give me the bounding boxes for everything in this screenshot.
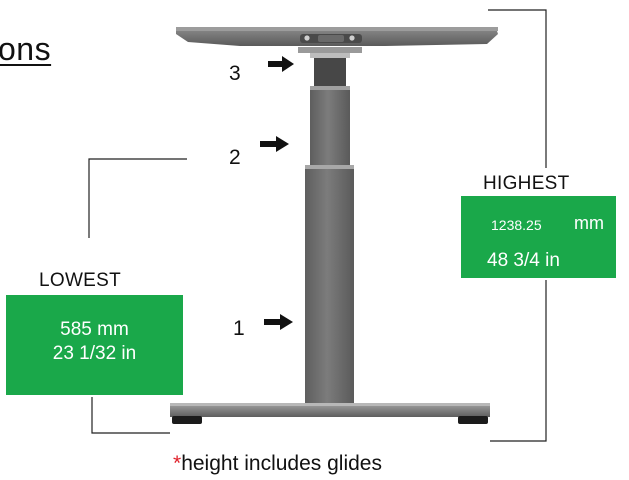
footnote-asterisk: * <box>173 452 182 475</box>
lowest-mm-line: 585 mm <box>6 318 183 342</box>
column-collar-3 <box>310 53 350 58</box>
highest-mm-unit: mm <box>574 213 604 233</box>
lowest-mm-unit: mm <box>97 319 129 340</box>
foot-base <box>170 403 490 424</box>
lowest-in-value: 23 1/32 in <box>52 343 137 364</box>
lowest-title: LOWEST <box>39 270 122 291</box>
arrow-1 <box>264 314 293 330</box>
highest-in-value: 48 3/4 in <box>487 250 560 271</box>
page-heading-fragment: ons <box>0 31 52 67</box>
highest-mm-value: 1238.25 <box>491 217 542 233</box>
column-stage-2 <box>310 88 350 166</box>
marker-label-2: 2 <box>229 146 241 169</box>
marker-label-1: 1 <box>233 317 245 340</box>
lowest-mm-value: 585 <box>60 319 92 340</box>
marker-label-3: 3 <box>229 62 241 85</box>
highest-value-box: 1238.25 mm 48 3/4 in <box>461 196 616 278</box>
column-stage-1 <box>305 166 354 406</box>
highest-bracket <box>488 9 547 442</box>
lowest-bracket <box>88 158 187 434</box>
lowest-value-box: 585 mm 23 1/32 in <box>6 295 183 395</box>
highest-title: HIGHEST <box>483 173 570 194</box>
glides-footnote: *height includes glides <box>173 452 382 476</box>
marker-arrows <box>260 56 294 330</box>
top-support-beam <box>176 27 498 53</box>
column-stage-3 <box>314 55 346 87</box>
arrow-3 <box>268 56 294 72</box>
arrow-2 <box>260 136 289 152</box>
right-glide <box>458 416 488 424</box>
footnote-text: height includes glides <box>181 452 382 475</box>
left-glide <box>172 416 202 424</box>
